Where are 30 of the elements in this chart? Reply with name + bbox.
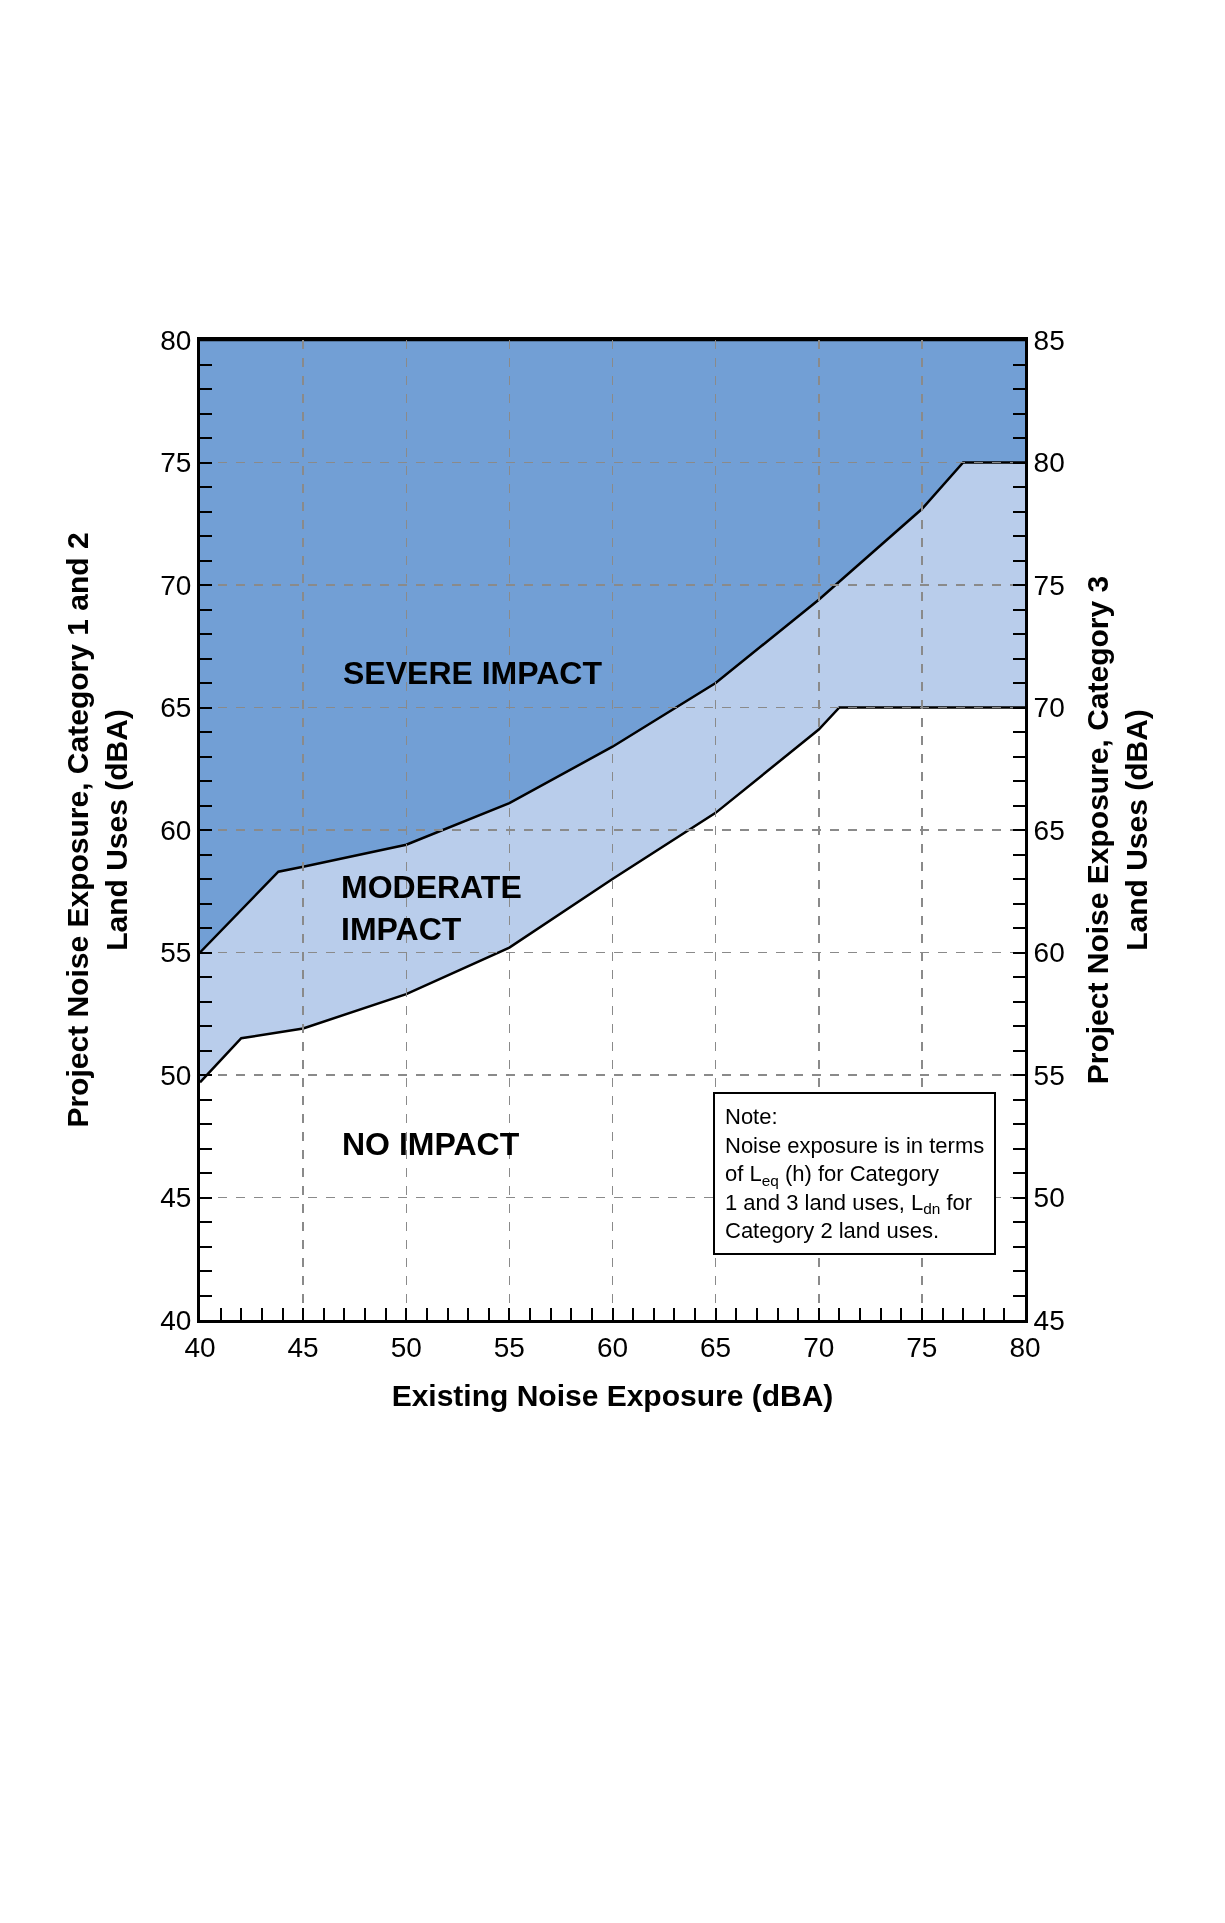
y2-tick-label: 70 <box>1033 692 1065 724</box>
annotation: SEVERE IMPACT <box>343 655 603 691</box>
y2-axis-title: Project Noise Exposure, Category 3 Land Uses (dBA) <box>1081 575 1154 1085</box>
y2-tick-label: 85 <box>1033 324 1065 356</box>
annotation: NO IMPACT <box>342 1126 520 1162</box>
x-axis-title: Existing Noise Exposure (dBA) <box>391 1379 834 1413</box>
x-tick-label: 70 <box>803 1331 835 1363</box>
annotation: MODERATE IMPACT <box>341 869 522 947</box>
x-tick-label: 65 <box>700 1331 732 1363</box>
y2-tick-label: 55 <box>1033 1059 1065 1091</box>
x-tick-label: 60 <box>596 1331 629 1363</box>
y-tick-label: 45 <box>160 1182 192 1214</box>
x-tick-label: 75 <box>906 1331 938 1363</box>
y2-tick-label: 60 <box>1033 937 1065 969</box>
y2-tick-label: 50 <box>1033 1182 1065 1214</box>
y-tick-label: 65 <box>160 692 192 724</box>
y-tick-label: 50 <box>160 1059 192 1091</box>
y-tick-label: 60 <box>160 814 192 846</box>
y2-tick-label: 75 <box>1033 569 1065 601</box>
x-tick-label: 55 <box>493 1331 525 1363</box>
x-tick-label: 50 <box>390 1331 422 1363</box>
y-tick-label: 75 <box>160 447 192 479</box>
y2-tick-label: 80 <box>1033 447 1065 479</box>
text: Note: Noise exposure is in terms of L$_{eq}$ (h) for Category 1 and 3 land uses, L$_{dn}$ for Category 2 land uses. <box>725 1104 985 1244</box>
y-tick-label: 70 <box>160 569 192 601</box>
y2-tick-label: 65 <box>1033 814 1065 846</box>
y-tick-label: 55 <box>160 937 192 969</box>
x-tick-label: 45 <box>287 1331 319 1363</box>
y-tick-label: 80 <box>160 324 192 356</box>
y-axis-title: Project Noise Exposure, Category 1 and 2 Land Uses (dBA) <box>61 532 134 1128</box>
